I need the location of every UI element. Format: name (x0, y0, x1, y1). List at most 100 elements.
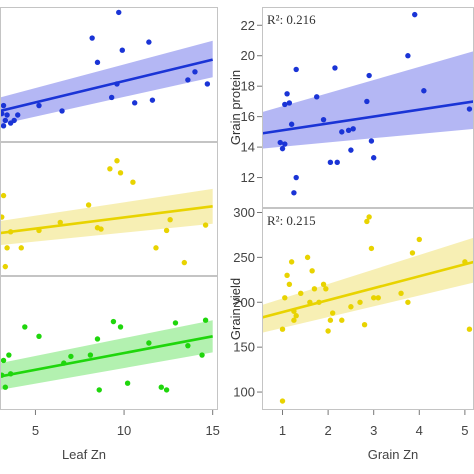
data-point (291, 317, 297, 323)
data-point (131, 100, 138, 106)
data-point (130, 179, 136, 185)
panel-frame (0, 142, 218, 276)
data-point (304, 254, 311, 261)
y-axis-label: Grain yield (228, 278, 243, 340)
data-point (368, 245, 375, 252)
plot-area (0, 317, 213, 393)
data-point (293, 66, 299, 73)
data-point (284, 272, 290, 279)
r-squared-annotation: R²: 0.215 (267, 213, 316, 228)
data-point (153, 245, 159, 251)
panel-frame (0, 7, 218, 142)
regression-line (0, 205, 213, 235)
data-point (15, 112, 21, 118)
y-tick-label: 18 (241, 79, 255, 94)
plot-area (0, 158, 213, 270)
data-point (466, 106, 473, 112)
data-point (158, 384, 164, 390)
data-point (279, 398, 286, 404)
data-point (0, 192, 7, 199)
data-point (334, 159, 340, 166)
data-point (199, 352, 205, 358)
data-point (0, 214, 5, 220)
data-point (421, 88, 427, 94)
data-point (0, 357, 7, 364)
y-tick-label: 20 (241, 48, 255, 63)
data-point (282, 141, 288, 147)
data-point (119, 47, 125, 53)
data-point (2, 117, 9, 124)
data-point (288, 259, 295, 265)
data-point (108, 94, 115, 101)
data-point (4, 112, 10, 118)
x-tick-label: 15 (205, 423, 219, 438)
data-point (163, 387, 170, 393)
data-point (409, 250, 416, 256)
data-point (327, 159, 334, 166)
data-point (368, 138, 375, 144)
data-point (291, 308, 297, 314)
panel-left-bottom: 5 10 15 Leaf Zn (0, 276, 220, 462)
data-point (370, 155, 377, 161)
data-point (348, 304, 354, 310)
data-point (293, 174, 299, 181)
data-point (466, 326, 473, 332)
data-point (364, 218, 370, 225)
data-point (167, 217, 173, 223)
y-tick-label: 16 (241, 109, 255, 124)
plot-area (262, 11, 474, 196)
panel-right-top: 12 14 16 18 20 22 Grain protein R²: 0.216 (228, 7, 474, 208)
data-point (370, 295, 377, 301)
regression-line (262, 100, 474, 135)
x-tick-label: 4 (416, 423, 423, 438)
data-point (309, 268, 315, 274)
x-axis-label: Grain Zn (368, 447, 419, 462)
confidence-band (0, 40, 213, 125)
confidence-band (0, 320, 213, 390)
regression-line (262, 260, 474, 319)
data-point (345, 127, 352, 134)
data-point (314, 94, 320, 100)
x-tick-label: 2 (324, 423, 331, 438)
data-point (293, 313, 299, 319)
data-point (172, 320, 179, 326)
data-point (87, 352, 94, 358)
x-tick-label: 5 (461, 423, 468, 438)
data-point (462, 259, 468, 265)
data-point (291, 190, 297, 196)
data-point (163, 227, 170, 234)
data-point (405, 299, 411, 305)
confidence-band (262, 237, 474, 333)
y-tick-label: 100 (233, 385, 255, 400)
data-point (94, 336, 101, 342)
data-point (181, 259, 188, 266)
data-point (339, 317, 345, 323)
x-tick-label: 3 (370, 423, 377, 438)
y-tick-label: 150 (233, 340, 255, 355)
data-point (204, 81, 211, 87)
data-point (149, 97, 156, 103)
y-tick-label: 200 (233, 295, 255, 310)
panel-frame (0, 276, 218, 410)
data-point (357, 299, 363, 305)
data-point (339, 129, 345, 135)
data-point (398, 290, 404, 296)
data-point (0, 110, 5, 117)
plot-area (262, 214, 474, 404)
panel-left-top (0, 7, 218, 142)
data-point (0, 102, 7, 109)
data-point (36, 227, 42, 234)
data-point (36, 102, 42, 109)
data-point (94, 59, 101, 66)
data-point (36, 333, 42, 339)
data-point (68, 353, 74, 360)
r-squared-annotation: R²: 0.216 (267, 12, 316, 27)
x-axis-label: Leaf Zn (62, 447, 106, 462)
data-point (61, 360, 67, 366)
data-point (329, 310, 336, 316)
data-point (311, 286, 318, 292)
data-point (375, 295, 381, 301)
data-point (2, 384, 9, 390)
data-point (124, 380, 131, 386)
